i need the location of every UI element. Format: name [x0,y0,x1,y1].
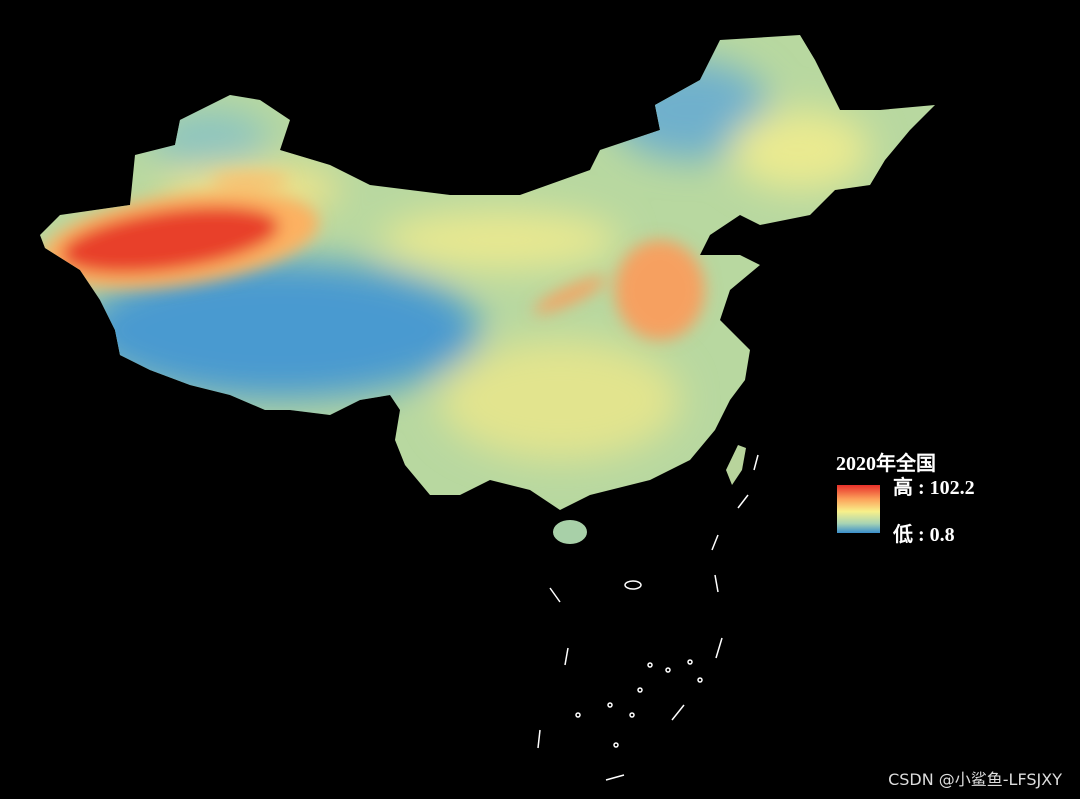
legend-title: 2020年全国 [836,451,936,475]
legend-max: 高 : 102.2 [893,475,975,499]
watermark: CSDN @小鲨鱼-LFSJXY [888,770,1062,789]
south-sea-islands [537,454,759,781]
legend-colorbar [837,485,880,533]
hainan [553,520,587,544]
hotspots [41,172,705,340]
taiwan [726,445,746,485]
legend-min: 低 : 0.8 [892,522,955,546]
